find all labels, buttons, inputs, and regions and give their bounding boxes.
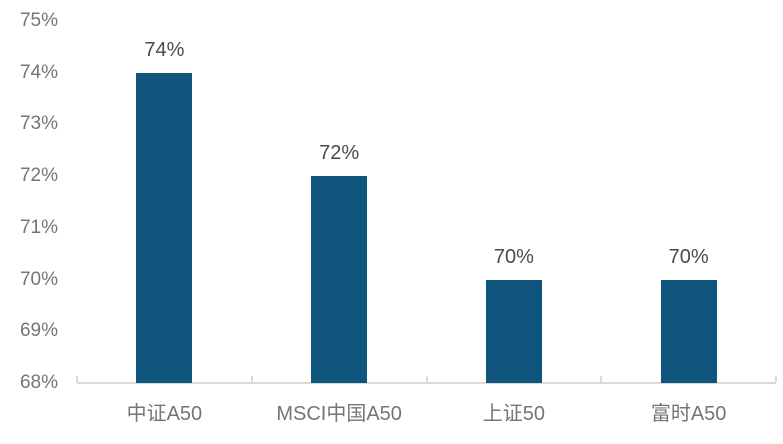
y-axis-tick-label: 73% <box>19 113 58 135</box>
bar-value-label: 72% <box>319 142 360 165</box>
x-axis-tick <box>775 376 777 382</box>
bar <box>485 279 542 383</box>
x-axis-tick <box>250 376 253 382</box>
y-axis-tick-label: 74% <box>19 61 58 83</box>
x-axis-line <box>77 382 776 384</box>
x-axis-category-label: MSCI中国A50 <box>276 403 402 425</box>
x-axis-category-label: 中证A50 <box>126 403 203 425</box>
x-axis-tick <box>76 376 78 382</box>
x-axis-tick <box>600 376 603 382</box>
x-axis-tick <box>425 376 428 382</box>
bar <box>311 176 368 383</box>
bar-value-label: 70% <box>668 245 709 268</box>
bar <box>136 72 193 383</box>
y-axis-tick-label: 71% <box>19 216 58 238</box>
x-axis-category-label: 上证50 <box>482 403 545 425</box>
bar <box>660 279 717 383</box>
bar-value-label: 74% <box>144 38 185 61</box>
y-axis-tick-label: 68% <box>19 372 58 393</box>
x-axis-category-label: 富时A50 <box>650 403 727 425</box>
y-axis-tick-label: 70% <box>19 268 58 290</box>
bar-value-label: 70% <box>493 245 534 268</box>
y-axis-tick-label: 69% <box>19 320 58 342</box>
y-axis-tick-label: 75% <box>19 10 58 31</box>
y-axis-tick-label: 72% <box>19 165 58 187</box>
